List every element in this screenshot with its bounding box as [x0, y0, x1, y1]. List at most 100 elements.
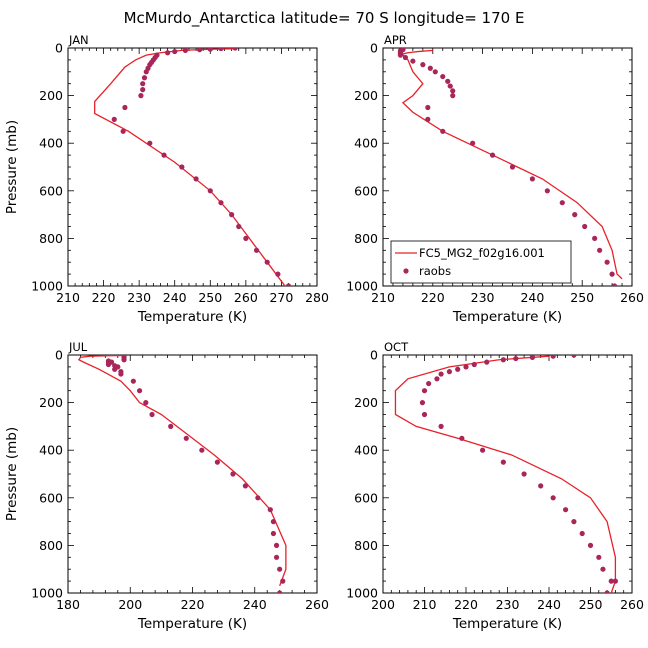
- obs-point: [529, 176, 536, 182]
- figure-title: McMurdo_Antarctica latitude= 70 S longit…: [124, 9, 525, 28]
- obs-point: [140, 87, 146, 93]
- panel-label: APR: [384, 33, 407, 47]
- obs-point: [179, 164, 185, 170]
- obs-point: [455, 366, 461, 372]
- plot-area: [77, 355, 287, 593]
- y-tick-label: 600: [354, 490, 378, 505]
- obs-point: [509, 164, 516, 170]
- obs-point: [426, 380, 432, 387]
- panel-jan: 210 220 230 240 250 260 270 280 0 200 400 600 800 100…: [4, 33, 329, 325]
- x-tick-label: 240: [520, 290, 544, 305]
- y-tick-label: 200: [39, 88, 63, 103]
- obs-point: [122, 104, 128, 111]
- obs-point: [597, 247, 603, 253]
- legend-box: [390, 240, 572, 284]
- obs-point: [513, 355, 519, 362]
- obs-point: [571, 355, 577, 358]
- y-tick-label: 0: [370, 41, 378, 56]
- y-tick-label: 800: [39, 231, 63, 246]
- obs-point: [270, 519, 277, 525]
- obs-point: [611, 283, 618, 286]
- obs-point: [484, 359, 490, 365]
- obs-point: [136, 388, 143, 394]
- obs-point: [410, 58, 416, 64]
- obs-point: [236, 223, 242, 230]
- obs-point: [427, 65, 433, 71]
- obs-point: [165, 50, 171, 56]
- obs-point: [270, 530, 277, 537]
- model-line: [394, 355, 617, 593]
- y-tick-label: 0: [370, 348, 378, 363]
- obs-point: [255, 495, 261, 501]
- obs-point: [604, 259, 610, 265]
- obs-point: [140, 81, 146, 87]
- obs-point: [608, 578, 614, 584]
- obs-point: [214, 459, 220, 465]
- obs-point: [529, 355, 535, 360]
- obs-point: [592, 235, 598, 241]
- x-tick-label: 230: [496, 597, 520, 612]
- obs-point: [118, 371, 124, 377]
- legend-model-label: FC5_MG2_f02g16.001: [419, 246, 545, 260]
- x-tick-label: 220: [181, 597, 205, 612]
- obs-point: [550, 355, 556, 359]
- obs-point: [579, 530, 585, 537]
- obs-point: [500, 357, 506, 363]
- obs-point: [264, 259, 270, 265]
- obs-point: [421, 388, 428, 394]
- obs-point: [275, 271, 281, 277]
- obs-point: [432, 69, 438, 75]
- y-tick-label: 800: [354, 538, 378, 553]
- obs-point: [172, 48, 178, 55]
- obs-point: [243, 235, 249, 241]
- y-tick-label: 200: [354, 395, 378, 410]
- obs-point: [425, 104, 431, 111]
- obs-point: [572, 212, 578, 218]
- obs-point: [440, 73, 446, 80]
- y-tick-label: 400: [39, 443, 63, 458]
- x-tick-label: 260: [234, 290, 258, 305]
- obs-point: [419, 400, 426, 406]
- x-tick-label: 260: [620, 290, 644, 305]
- obs-point: [544, 188, 550, 194]
- obs-point: [425, 116, 431, 122]
- x-tick-label: 260: [305, 597, 329, 612]
- x-tick-label: 260: [620, 597, 644, 612]
- obs-point: [438, 423, 444, 429]
- x-tick-label: 230: [127, 290, 151, 305]
- x-tick-label: 230: [471, 290, 495, 305]
- obs-point: [538, 483, 544, 489]
- obs-point: [421, 411, 428, 418]
- y-tick-label: 400: [354, 443, 378, 458]
- x-tick-label: 220: [92, 290, 116, 305]
- obs-point: [402, 54, 409, 61]
- obs-point: [489, 152, 496, 158]
- obs-point: [450, 93, 456, 99]
- obs-point: [550, 495, 556, 501]
- plot-frame: [382, 354, 633, 594]
- panel-oct: 200 210 220 230 240 250 260 0 200 400 600 800 1000 Te…: [346, 340, 644, 632]
- y-tick-label: 0: [55, 41, 63, 56]
- obs-point: [143, 400, 149, 406]
- y-tick-label: 400: [39, 136, 63, 151]
- obs-point: [445, 78, 451, 84]
- x-tick-label: 240: [163, 290, 187, 305]
- obs-point: [559, 200, 565, 206]
- x-tick-label: 240: [243, 597, 267, 612]
- y-tick-label: 600: [39, 183, 63, 198]
- obs-point: [197, 48, 203, 53]
- obs-point: [571, 519, 577, 525]
- obs-point: [609, 271, 615, 277]
- obs-point: [604, 590, 610, 593]
- x-axis-label: Temperature (K): [137, 616, 247, 632]
- y-tick-label: 800: [354, 231, 378, 246]
- y-axis-label: Pressure (mb): [4, 427, 20, 521]
- obs-point: [582, 223, 588, 230]
- obs-point: [450, 88, 456, 94]
- plot-area: [397, 48, 623, 286]
- obs-point: [121, 357, 127, 363]
- obs-point: [471, 361, 477, 368]
- obs-point: [480, 447, 486, 453]
- panel-apr: 210 220 230 240 250 260 0 200 400 600 800 1000 Tempe…: [346, 33, 644, 325]
